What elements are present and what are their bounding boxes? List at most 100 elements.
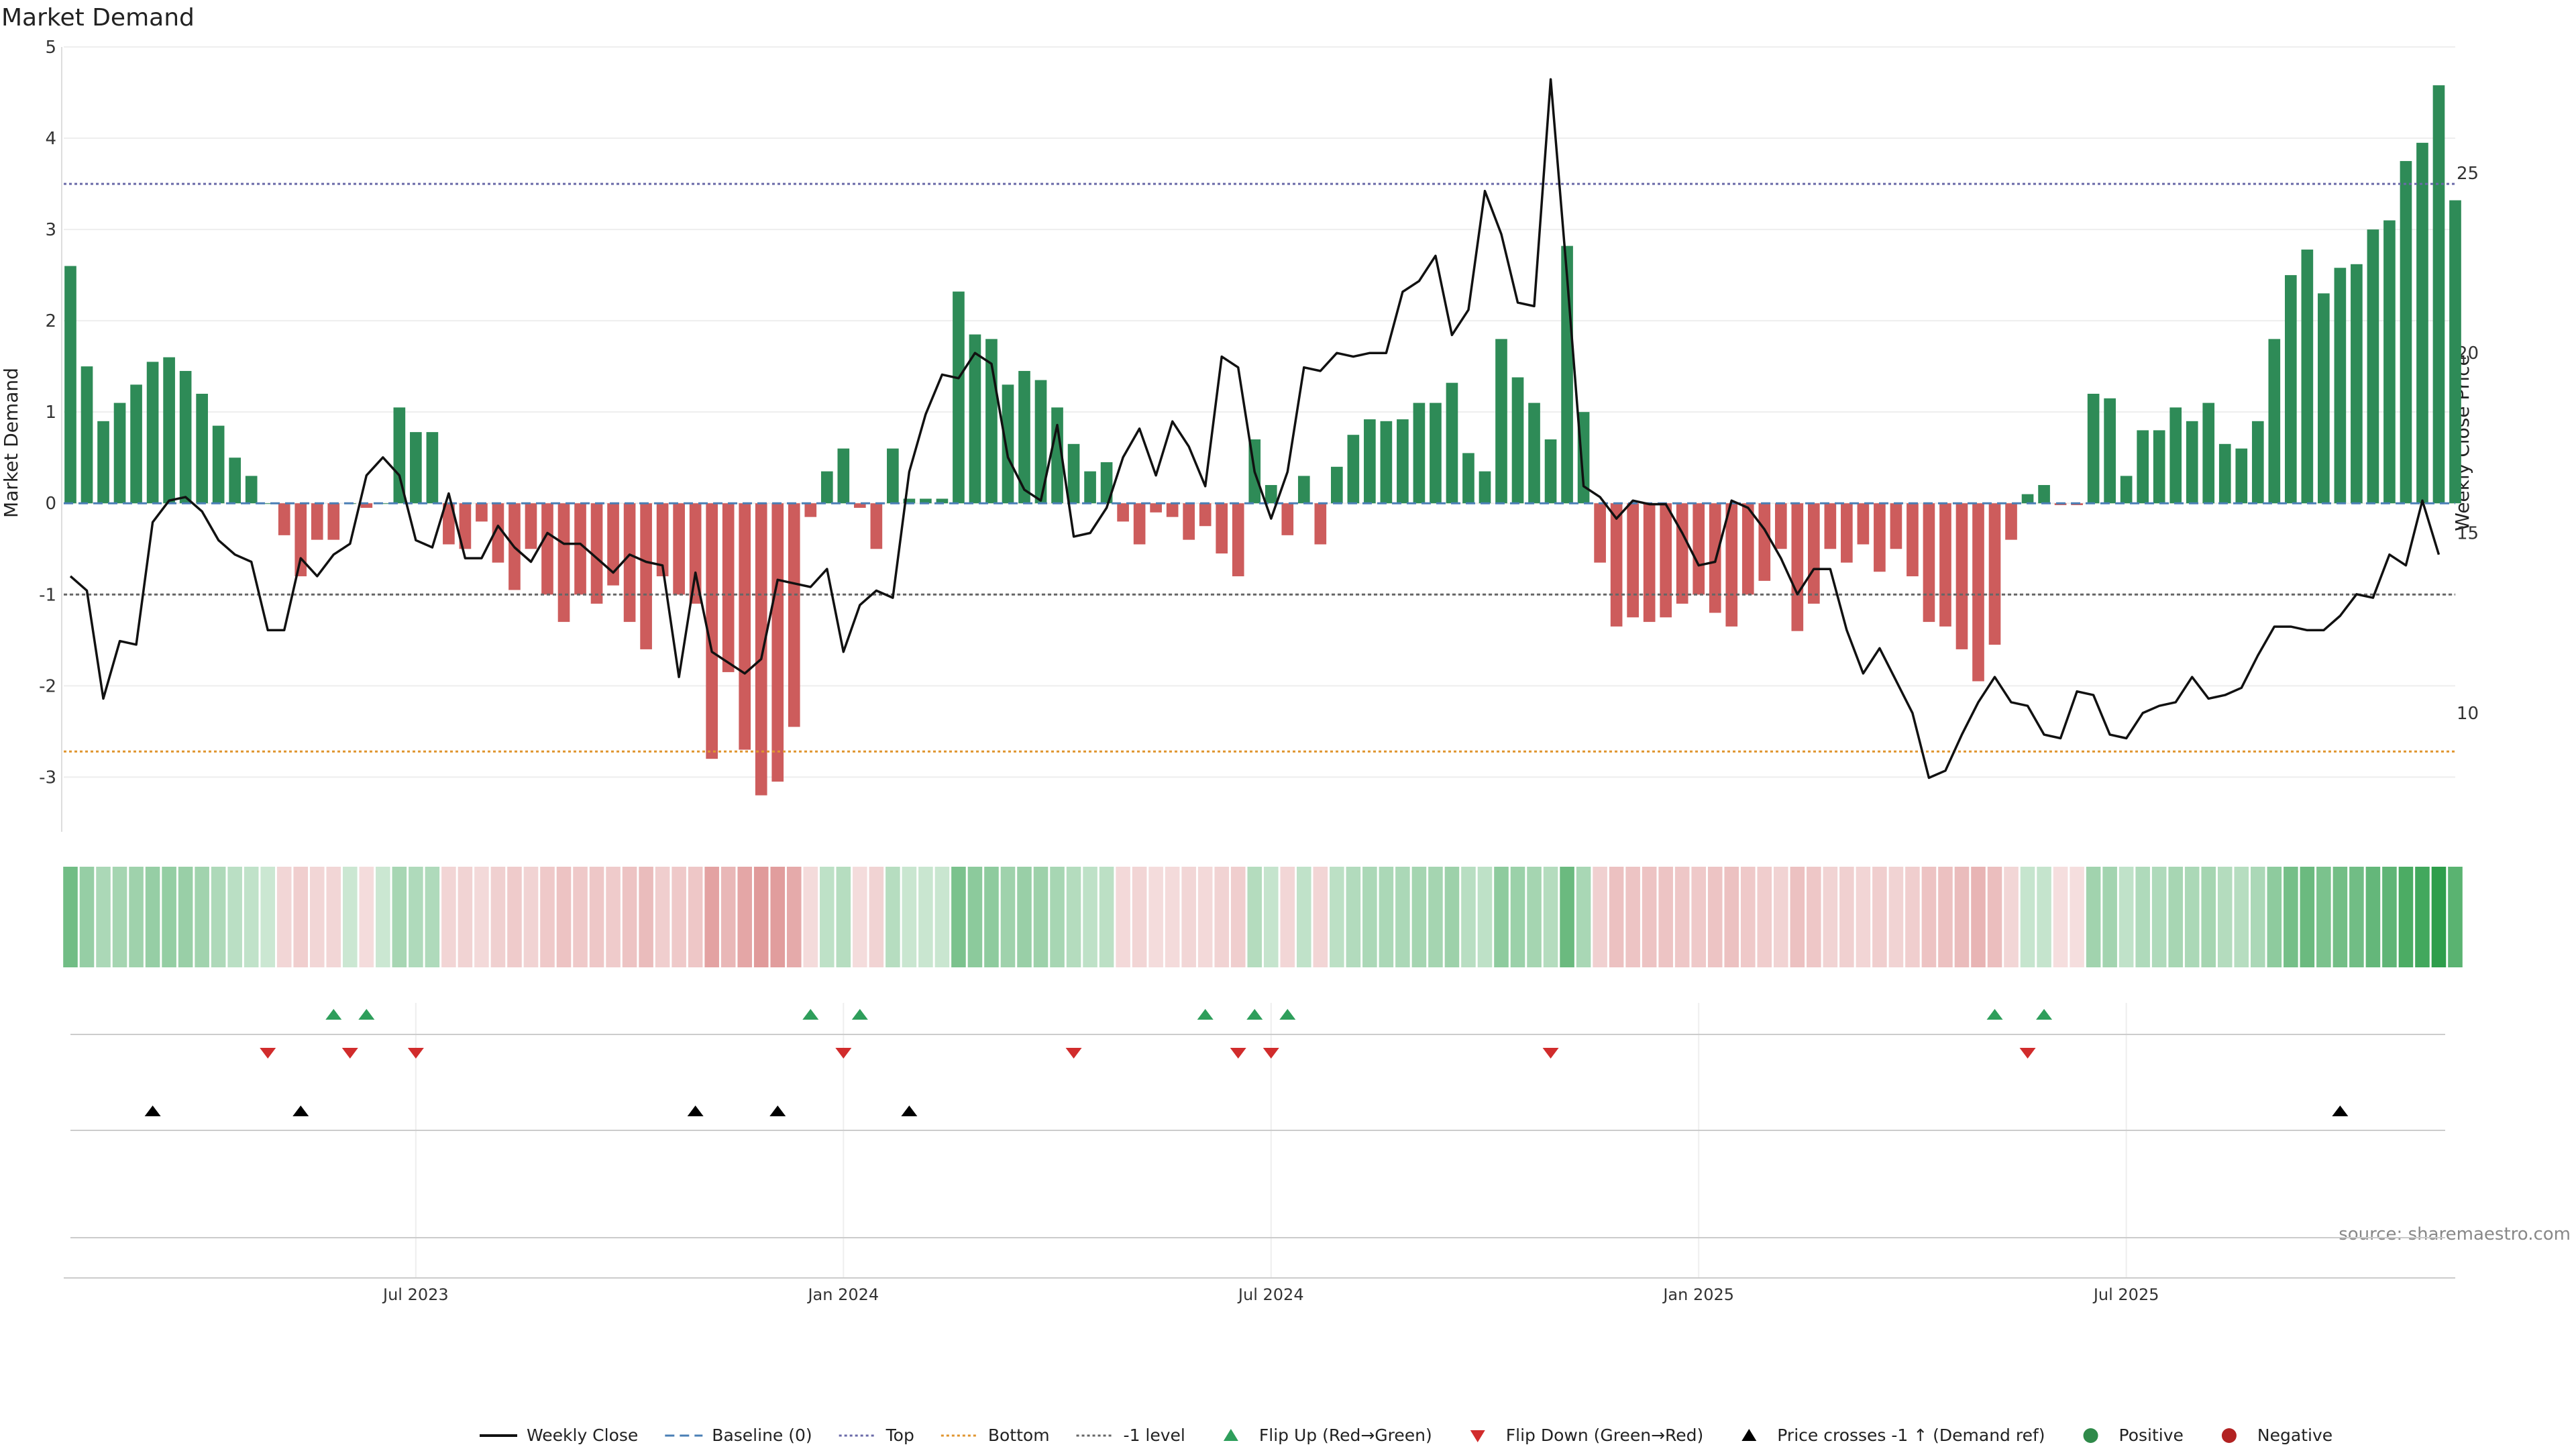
- heat-cell: [309, 867, 325, 967]
- flip-up-marker: [851, 1009, 868, 1020]
- flip-down-marker: [407, 1048, 424, 1059]
- demand-bar: [2285, 275, 2297, 504]
- demand-bar: [1199, 503, 1212, 527]
- demand-bar: [1495, 339, 1507, 504]
- demand-bar: [1331, 466, 1343, 504]
- demand-bar: [1183, 503, 1195, 540]
- demand-bar: [574, 503, 586, 595]
- demand-bar: [2186, 421, 2198, 504]
- demand-bar: [2449, 200, 2461, 504]
- legend-item: -1 level: [1076, 1426, 1185, 1445]
- heat-cell: [2086, 867, 2101, 967]
- heat-cell: [622, 867, 637, 967]
- heat-cell: [1247, 867, 1263, 967]
- x-tick-label: Jan 2024: [806, 1285, 879, 1304]
- demand-bar: [2318, 293, 2330, 504]
- legend-swatch: [1741, 1429, 1757, 1441]
- demand-bar: [1758, 503, 1771, 581]
- demand-bar: [492, 503, 504, 563]
- y-tick-label: 3: [45, 220, 56, 240]
- heat-cell: [376, 867, 390, 967]
- demand-bar: [1034, 380, 1047, 504]
- demand-bar: [557, 503, 570, 623]
- demand-bar: [2153, 430, 2165, 504]
- demand-bar: [1693, 503, 1705, 595]
- demand-bar: [2038, 485, 2050, 504]
- heat-cell: [853, 867, 867, 967]
- y-tick-label: 1: [45, 402, 56, 423]
- flip-down-marker: [2019, 1048, 2036, 1059]
- heat-cell: [1230, 867, 1246, 967]
- demand-bar: [327, 503, 340, 540]
- demand-bar: [97, 421, 109, 504]
- heat-cell: [1609, 867, 1624, 967]
- demand-bar: [771, 503, 784, 782]
- legend-item: Bottom: [941, 1426, 1050, 1445]
- heat-cell: [1346, 867, 1361, 967]
- demand-bar: [476, 503, 488, 522]
- demand-bar: [294, 503, 307, 577]
- flip-up-marker: [1246, 1009, 1263, 1020]
- heat-cell: [967, 867, 983, 967]
- demand-bar: [360, 503, 373, 508]
- flip-down-marker: [341, 1048, 358, 1059]
- demand-bar: [1430, 402, 1442, 504]
- demand-bar: [953, 291, 965, 504]
- demand-bar: [229, 458, 241, 504]
- price-cross-marker: [687, 1106, 704, 1116]
- heat-cell: [1297, 867, 1311, 967]
- demand-bar: [1841, 503, 1853, 563]
- heat-cell: [1000, 867, 1016, 967]
- heat-cell: [2398, 867, 2414, 967]
- heat-cell: [1807, 867, 1821, 967]
- heat-cell: [1724, 867, 1739, 967]
- y-tick-label: -3: [39, 767, 56, 788]
- heat-cell: [293, 867, 309, 967]
- demand-bar: [1413, 402, 1426, 504]
- y-tick-label: -1: [39, 585, 56, 605]
- heat-cell: [1510, 867, 1525, 967]
- heat-cell: [737, 867, 752, 967]
- heat-cell: [1888, 867, 1904, 967]
- demand-bar: [212, 425, 225, 504]
- flip-up-marker: [325, 1009, 342, 1020]
- demand-bar: [426, 432, 439, 504]
- heat-cell: [1905, 867, 1920, 967]
- heat-cell: [951, 867, 966, 967]
- demand-bar: [1725, 503, 1738, 627]
- demand-bar: [1297, 476, 1310, 504]
- demand-bar: [80, 366, 93, 504]
- flip-up-marker: [1986, 1009, 2003, 1020]
- heat-cell: [425, 867, 440, 967]
- heat-cell: [1921, 867, 1937, 967]
- demand-bar: [1923, 503, 1935, 623]
- demand-bar: [1988, 503, 2001, 645]
- heat-cell: [1740, 867, 1756, 967]
- legend-label: Price crosses -1 ↑ (Demand ref): [1777, 1426, 2045, 1445]
- demand-bar: [1824, 503, 1837, 549]
- heat-cell: [606, 867, 621, 967]
- legend-item: Weekly Close: [480, 1426, 638, 1445]
- price-cross-marker: [144, 1106, 161, 1116]
- heat-cell: [1280, 867, 1295, 967]
- demand-bar: [1364, 419, 1376, 504]
- heat-cell: [1132, 867, 1147, 967]
- legend-label: -1 level: [1124, 1426, 1185, 1445]
- heat-cell: [902, 867, 917, 967]
- demand-bar: [130, 384, 142, 504]
- heat-cell: [1674, 867, 1690, 967]
- heat-cell: [672, 867, 686, 967]
- heat-cell: [96, 867, 111, 967]
- demand-bar: [278, 503, 290, 535]
- heat-cell: [836, 867, 851, 967]
- y-tick-label: -2: [39, 676, 56, 696]
- flip-down-marker: [1263, 1048, 1279, 1059]
- heat-cell: [1494, 867, 1509, 967]
- demand-bar: [1627, 503, 1639, 618]
- demand-bar: [623, 503, 636, 623]
- flip-up-marker: [802, 1009, 819, 1020]
- demand-bar: [1857, 503, 1870, 545]
- demand-bar: [311, 503, 323, 540]
- legend-item: Negative: [2221, 1426, 2332, 1445]
